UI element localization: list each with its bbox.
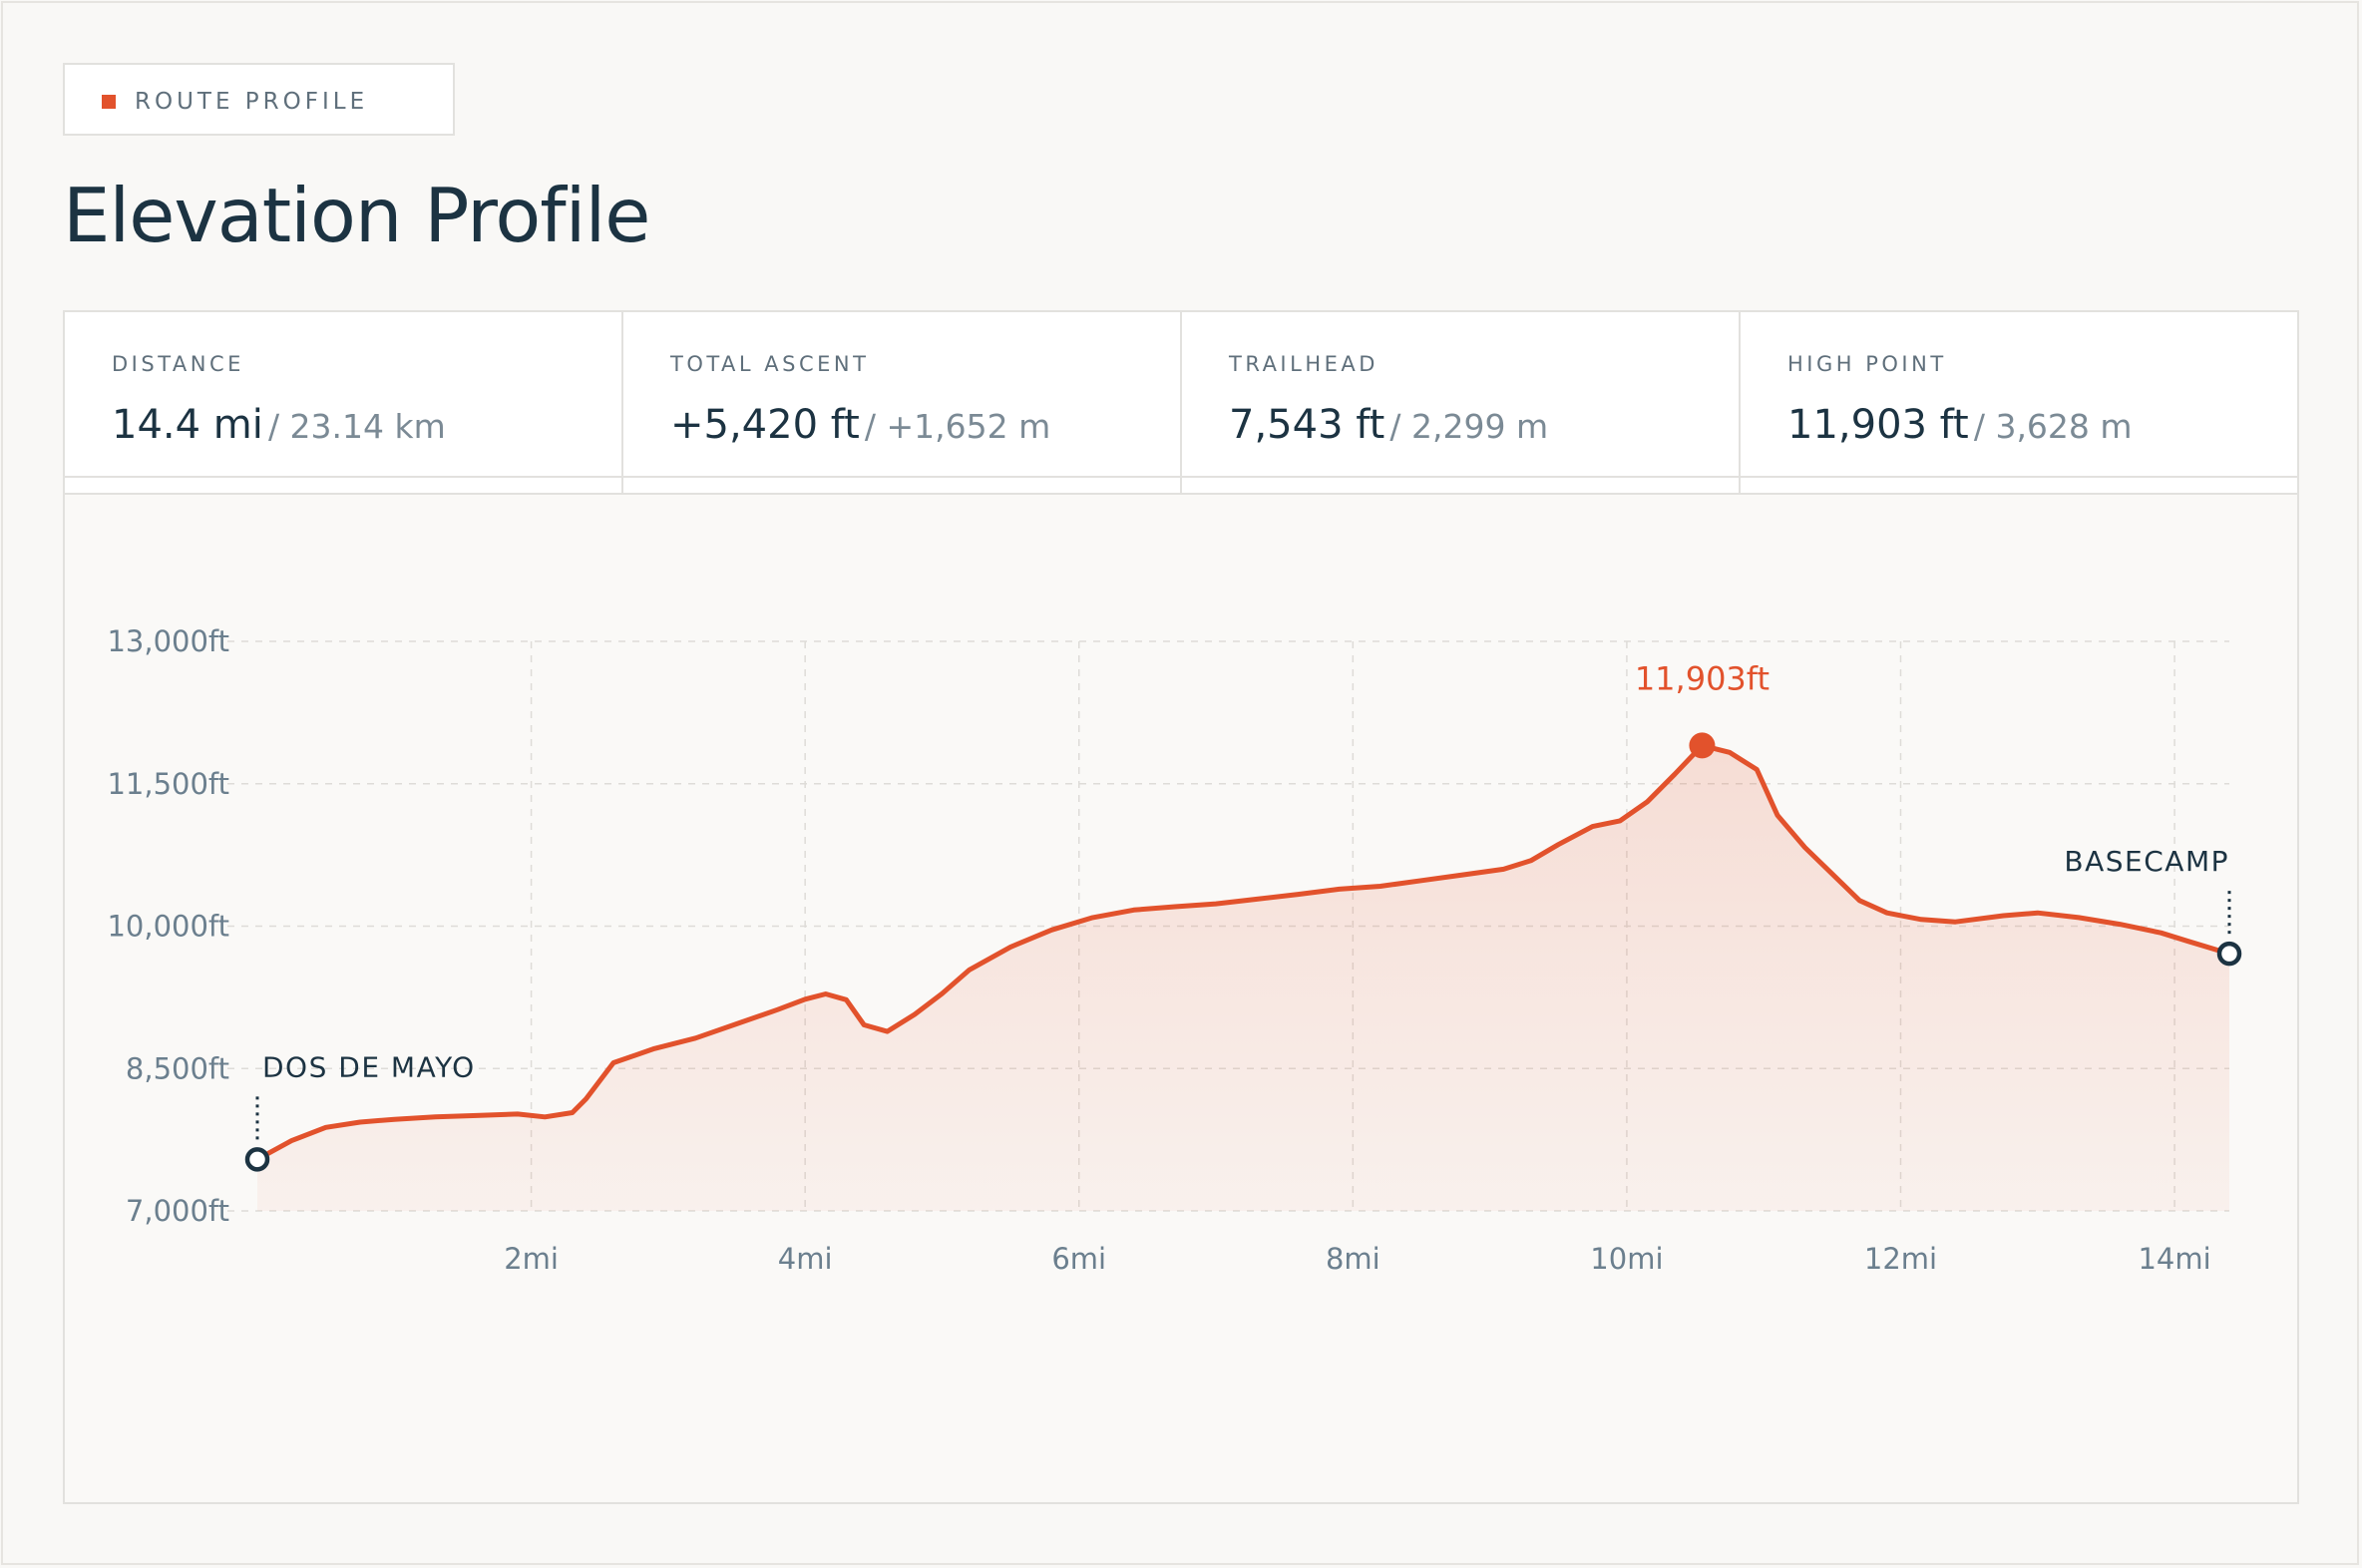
stat-value-row: 7,543 ft / 2,299 m <box>1229 402 1548 448</box>
stat-value-row: 14.4 mi / 23.14 km <box>112 402 446 448</box>
stat-secondary: / 23.14 km <box>267 407 446 446</box>
route-profile-tag: ROUTE PROFILE <box>63 63 455 136</box>
peak-label: 11,903ft <box>1635 659 1770 697</box>
stat-label: TRAILHEAD <box>1229 352 1378 376</box>
endpoint-label: DOS DE MAYO <box>262 1050 476 1083</box>
divider <box>65 493 2297 495</box>
stat-value: +5,420 ft <box>670 402 860 448</box>
peak-marker <box>1689 732 1716 759</box>
elevation-chart: 7,000ft 8,500ft 10,000ft 11,500ft 13,000ft 2m… <box>107 624 2242 1276</box>
x-tick-label: 4mi <box>778 1242 833 1276</box>
tag-square-icon <box>102 95 116 109</box>
stat-label: DISTANCE <box>112 352 244 376</box>
stat-label: TOTAL ASCENT <box>670 352 870 376</box>
elevation-area <box>257 745 2229 1211</box>
endpoint-marker <box>244 1147 270 1172</box>
stat-secondary: / 3,628 m <box>1973 407 2133 446</box>
endpoint-label: BASECAMP <box>2064 845 2229 878</box>
x-tick-label: 2mi <box>504 1242 559 1276</box>
stat-high-point: HIGH POINT 11,903 ft / 3,628 m <box>1741 312 2297 476</box>
chart-panel: 7,000ft 8,500ft 10,000ft 11,500ft 13,000ft 2m… <box>63 478 2299 1504</box>
y-tick-label: 10,000ft <box>107 910 229 944</box>
stat-total-ascent: TOTAL ASCENT +5,420 ft / +1,652 m <box>623 312 1182 476</box>
y-tick-label: 13,000ft <box>107 624 229 658</box>
x-tick-label: 14mi <box>2138 1242 2210 1276</box>
endpoint-marker <box>2216 941 2242 967</box>
elevation-line <box>254 742 2232 1162</box>
stat-value-row: 11,903 ft / 3,628 m <box>1787 402 2133 448</box>
stats-bar-stub <box>65 478 2297 493</box>
tag-label: ROUTE PROFILE <box>135 89 369 115</box>
page-title: Elevation Profile <box>63 172 650 259</box>
stats-bar: DISTANCE 14.4 mi / 23.14 km TOTAL ASCENT… <box>63 310 2299 478</box>
stat-label: HIGH POINT <box>1787 352 1947 376</box>
stat-distance: DISTANCE 14.4 mi / 23.14 km <box>65 312 623 476</box>
stat-trailhead: TRAILHEAD 7,543 ft / 2,299 m <box>1182 312 1741 476</box>
y-tick-label: 7,000ft <box>126 1194 229 1228</box>
stat-secondary: / +1,652 m <box>864 407 1051 446</box>
x-tick-label: 6mi <box>1051 1242 1106 1276</box>
y-tick-label: 11,500ft <box>107 767 229 801</box>
x-tick-label: 10mi <box>1590 1242 1663 1276</box>
x-tick-label: 8mi <box>1326 1242 1380 1276</box>
stat-value: 7,543 ft <box>1229 402 1385 448</box>
x-tick-label: 12mi <box>1864 1242 1937 1276</box>
stat-value: 14.4 mi <box>112 402 263 448</box>
y-tick-label: 8,500ft <box>126 1051 229 1085</box>
stat-secondary: / 2,299 m <box>1389 407 1549 446</box>
stat-value: 11,903 ft <box>1787 402 1969 448</box>
stat-value-row: +5,420 ft / +1,652 m <box>670 402 1050 448</box>
